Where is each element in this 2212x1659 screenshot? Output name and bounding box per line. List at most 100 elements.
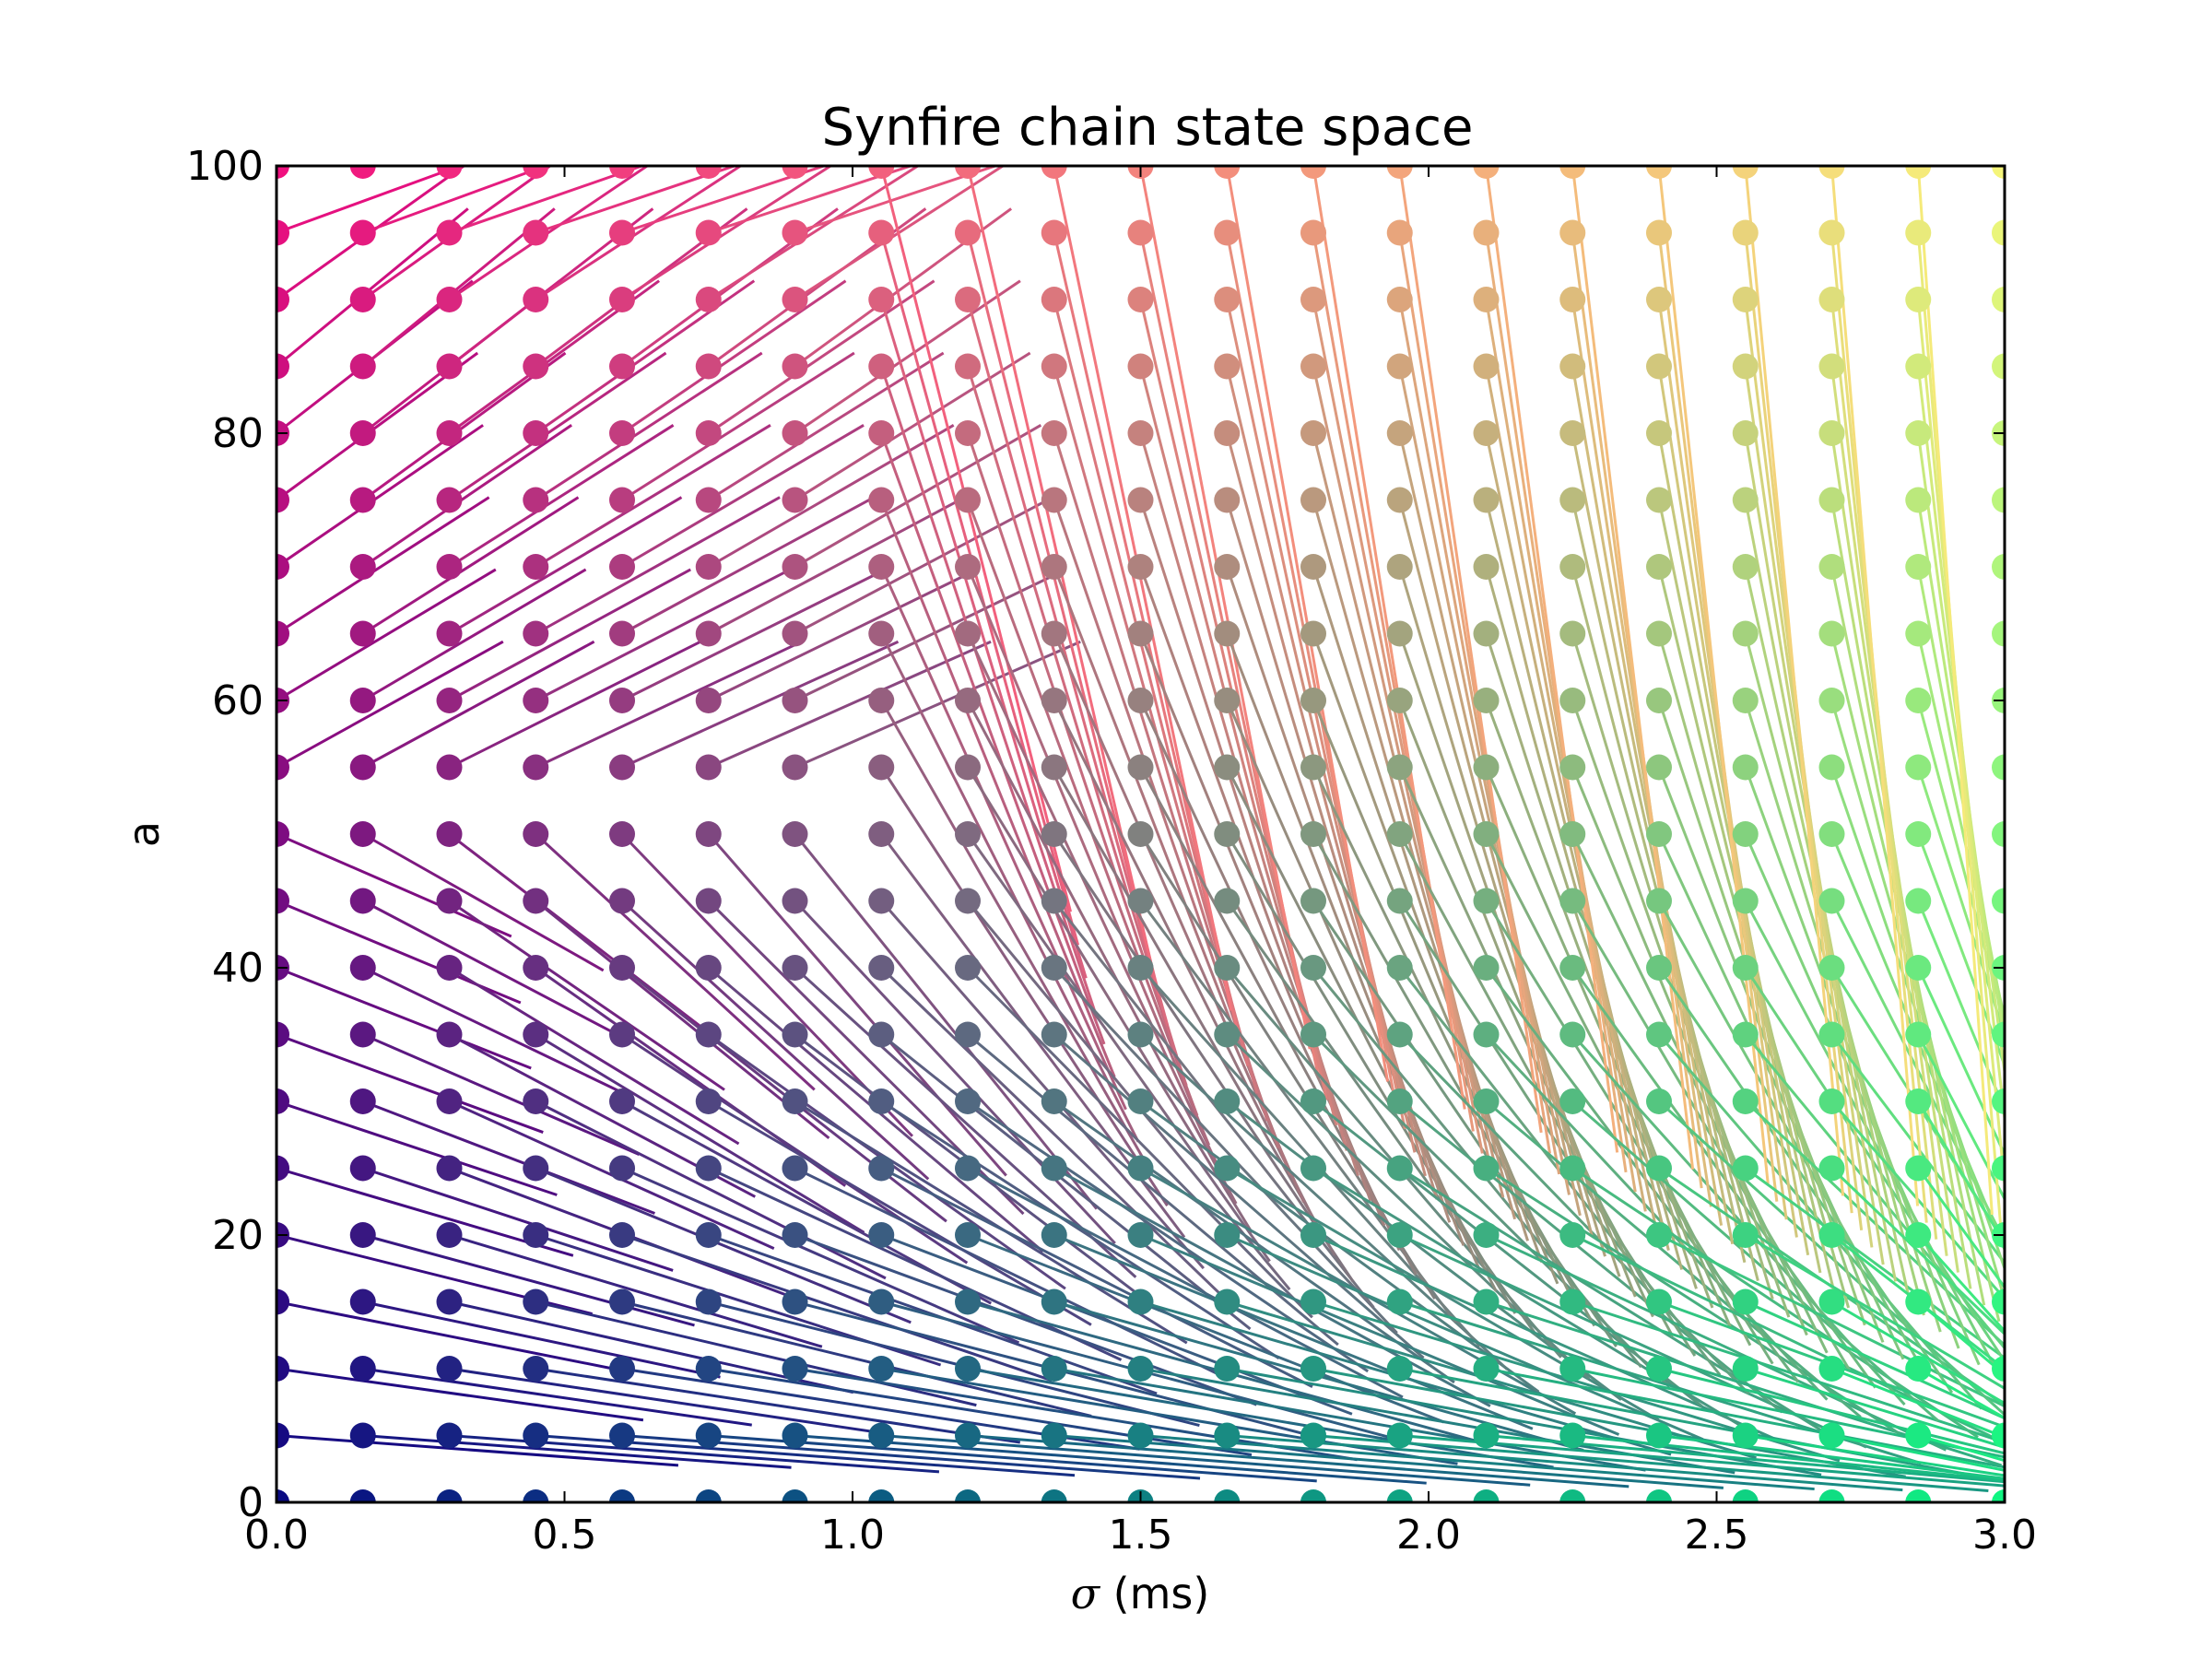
state-point-s12-a3	[1300, 1288, 1326, 1315]
state-point-s13-a19	[1386, 219, 1413, 246]
state-point-s2-a10	[436, 821, 463, 847]
segment-s14-a17	[1485, 366, 1647, 1212]
state-point-s17-a18	[1732, 287, 1759, 312]
state-point-s8-a5	[955, 1155, 981, 1182]
state-point-s17-a0	[1732, 1489, 1759, 1502]
segment-s13-a7	[1398, 1033, 1750, 1395]
state-point-s3-a1	[523, 1422, 549, 1449]
state-point-s19-a5	[1905, 1155, 1932, 1182]
segment-s5-a10	[707, 833, 1007, 1177]
state-point-s6-a11	[782, 754, 808, 781]
state-point-s8-a12	[955, 688, 981, 713]
state-point-s10-a3	[1127, 1288, 1154, 1315]
state-point-s20-a5	[1992, 1155, 2005, 1182]
state-point-s15-a6	[1559, 1088, 1586, 1114]
state-point-s7-a8	[868, 955, 895, 981]
state-point-s18-a3	[1818, 1288, 1845, 1315]
x-tick-label: 0.5	[533, 1512, 597, 1559]
state-point-s12-a9	[1300, 888, 1326, 914]
state-point-s11-a12	[1214, 688, 1241, 713]
state-point-s12-a5	[1300, 1155, 1326, 1182]
state-point-s13-a16	[1386, 420, 1413, 446]
state-point-s8-a6	[955, 1088, 981, 1114]
state-point-s18-a14	[1818, 554, 1845, 580]
segment-s0-a19	[276, 166, 461, 234]
state-point-s13-a12	[1386, 688, 1413, 713]
segment-s9-a7	[1053, 1033, 1425, 1359]
state-point-s4-a4	[609, 1222, 635, 1248]
segment-s11-a4	[1226, 1233, 1704, 1441]
segment-s1-a11	[362, 640, 595, 769]
state-point-s15-a11	[1559, 754, 1586, 781]
state-point-s19-a7	[1905, 1021, 1932, 1048]
segment-s0-a1	[276, 1434, 679, 1467]
state-point-s3-a0	[523, 1489, 549, 1502]
segment-s4-a12	[621, 568, 887, 702]
state-point-s13-a6	[1386, 1088, 1413, 1114]
state-point-s11-a20	[1214, 166, 1241, 179]
segment-s8-a17	[966, 366, 1179, 1056]
state-point-s8-a7	[955, 1021, 981, 1048]
state-point-s15-a19	[1559, 219, 1586, 246]
state-point-s17-a19	[1732, 219, 1759, 246]
state-point-s19-a9	[1905, 888, 1932, 914]
state-point-s5-a16	[695, 420, 722, 446]
state-point-s11-a7	[1214, 1021, 1241, 1048]
state-point-s17-a2	[1732, 1356, 1759, 1382]
segment-s14-a18	[1485, 299, 1637, 1193]
state-point-s19-a12	[1905, 688, 1932, 713]
state-point-s17-a4	[1732, 1222, 1759, 1248]
state-point-s0-a14	[276, 554, 289, 580]
state-point-s1-a5	[349, 1155, 376, 1182]
state-point-s11-a1	[1214, 1422, 1241, 1449]
state-point-s18-a12	[1818, 688, 1845, 713]
state-point-s14-a8	[1473, 955, 1500, 981]
segment-s0-a13	[276, 496, 490, 635]
state-point-s16-a4	[1646, 1222, 1672, 1248]
state-point-s14-a16	[1473, 420, 1500, 446]
segment-s14-a7	[1485, 1033, 1829, 1401]
state-point-s19-a4	[1905, 1222, 1932, 1248]
state-point-s9-a8	[1041, 955, 1067, 981]
state-point-s4-a7	[609, 1021, 635, 1048]
segment-s7-a8	[880, 966, 1227, 1300]
state-point-s6-a17	[782, 353, 808, 380]
state-point-s1-a4	[349, 1222, 376, 1248]
segment-s0-a3	[276, 1300, 616, 1371]
state-point-s7-a2	[868, 1356, 895, 1382]
segment-s9-a20	[1053, 166, 1233, 1011]
x-tick-label: 0.0	[244, 1512, 309, 1559]
segment-s19-a5	[1917, 1167, 2005, 1290]
state-point-s2-a13	[436, 620, 463, 647]
x-tick-label: 1.0	[820, 1512, 885, 1559]
y-tick-label: 60	[212, 677, 264, 724]
state-point-s14-a11	[1473, 754, 1500, 781]
segment-s17-a2	[1745, 1367, 2005, 1449]
state-point-s0-a20	[276, 166, 289, 179]
state-point-s0-a17	[276, 353, 289, 380]
segment-s19-a9	[1916, 900, 2005, 1114]
x-axis-label-symbol: σ	[1071, 1569, 1101, 1618]
state-point-s7-a15	[868, 487, 895, 513]
state-point-s17-a17	[1732, 353, 1759, 380]
state-point-s8-a2	[955, 1356, 981, 1382]
segment-s3-a14	[535, 424, 771, 569]
segment-s1-a17	[361, 207, 556, 368]
plot-area	[276, 166, 2005, 1502]
state-point-s18-a16	[1818, 420, 1845, 446]
state-point-s20-a9	[1992, 888, 2005, 914]
state-point-s20-a20	[1992, 166, 2005, 179]
segment-s19-a19	[1916, 232, 2003, 1231]
y-tick-label: 100	[186, 143, 264, 190]
state-point-s3-a16	[523, 420, 549, 446]
state-point-s15-a2	[1559, 1356, 1586, 1382]
state-point-s9-a4	[1041, 1222, 1067, 1248]
state-point-s5-a20	[695, 166, 722, 179]
state-point-s6-a15	[782, 487, 808, 513]
segment-s1-a19	[362, 166, 547, 234]
segment-s2-a13	[448, 496, 683, 635]
state-point-s3-a2	[523, 1356, 549, 1382]
segment-s1-a6	[362, 1100, 655, 1215]
segment-s12-a13	[1312, 632, 1544, 1264]
segment-s18-a2	[1830, 1367, 2005, 1440]
